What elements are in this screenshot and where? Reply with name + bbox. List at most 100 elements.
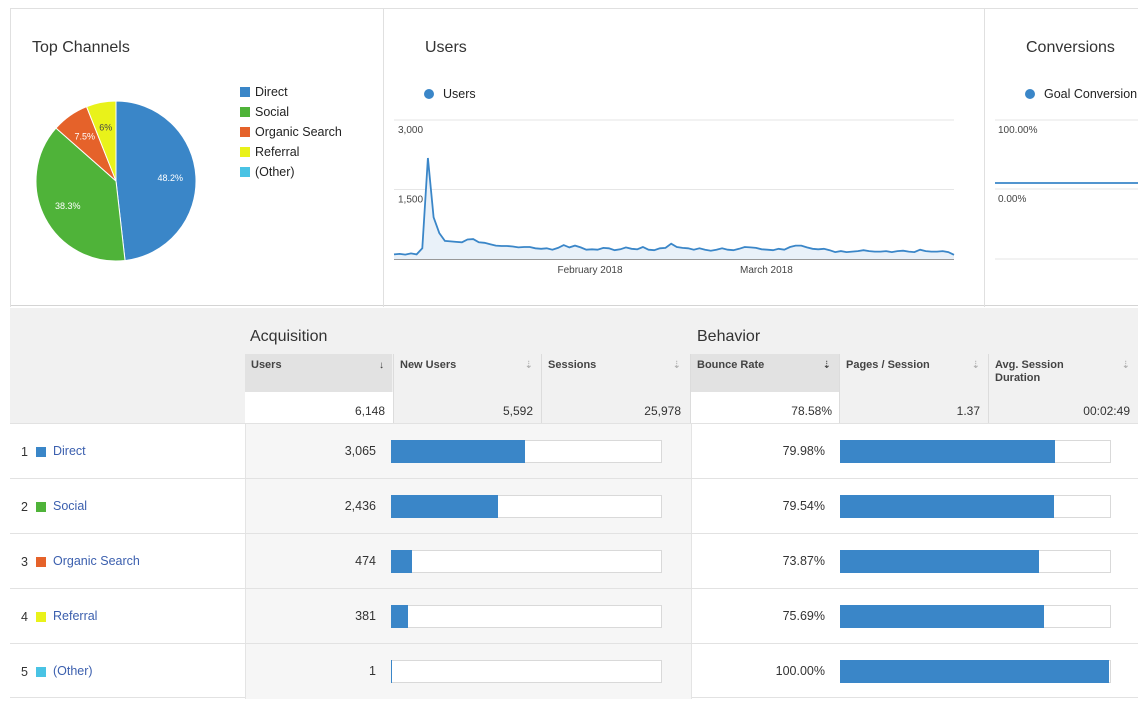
- users-bar: [391, 440, 662, 463]
- sort-icon[interactable]: ⇣: [971, 360, 980, 371]
- users-bar-fill: [391, 605, 408, 628]
- table-row[interactable]: 3 Organic Search 474 73.87%: [10, 533, 1138, 589]
- column-divider: [245, 644, 246, 699]
- bounce-rate-bar-fill: [840, 495, 1054, 518]
- users-value: 3,065: [344, 444, 376, 458]
- channel-link[interactable]: Referral: [53, 609, 98, 623]
- users-bar-fill: [391, 660, 392, 683]
- table-row[interactable]: 5 (Other) 1 100.00%: [10, 643, 1138, 699]
- overview-panels: Top Channels 48.2% 38.3% 7.5% 6% Direct Soci…: [10, 8, 1138, 307]
- bounce-rate-value: 100.00%: [775, 664, 825, 678]
- users-value: 2,436: [344, 499, 376, 513]
- col-header-new-users[interactable]: New Users ⇣: [394, 354, 541, 392]
- pie-slice: [85, 100, 117, 182]
- x-tick-label: February 2018: [557, 265, 622, 276]
- sort-desc-icon[interactable]: ↓: [379, 360, 384, 371]
- col-header-pages-session[interactable]: Pages / Session ⇣: [840, 354, 988, 392]
- bounce-rate-bar-fill: [840, 660, 1109, 683]
- column-divider: [691, 534, 692, 589]
- users-bar: [391, 660, 662, 683]
- top-channels-title: Top Channels: [32, 39, 130, 56]
- users-bar-fill: [391, 440, 525, 463]
- bounce-rate-bar: [840, 440, 1111, 463]
- table-row[interactable]: 4 Referral 381 75.69%: [10, 588, 1138, 644]
- users-series-line: [393, 157, 955, 256]
- col-header-sessions[interactable]: Sessions ⇣: [542, 354, 689, 392]
- total-sessions: 25,978: [644, 404, 681, 418]
- users-series-legend: Users: [424, 87, 476, 101]
- users-bar: [391, 605, 662, 628]
- channels-pie-chart[interactable]: 48.2% 38.3% 7.5% 6%: [31, 96, 201, 266]
- legend-item[interactable]: Referral: [240, 144, 342, 164]
- legend-item[interactable]: Social: [240, 104, 342, 124]
- bounce-rate-value: 75.69%: [782, 609, 825, 623]
- behavior-group-label: Behavior: [697, 328, 761, 345]
- users-line-chart[interactable]: 3,000 1,500 February 2018 March 2018: [384, 104, 984, 284]
- column-divider: [839, 354, 840, 423]
- bounce-rate-bar-fill: [840, 440, 1055, 463]
- bounce-rate-bar: [840, 605, 1111, 628]
- legend-swatch: [240, 147, 250, 157]
- column-divider: [245, 589, 246, 644]
- channel-link[interactable]: Organic Search: [53, 554, 140, 568]
- sort-icon[interactable]: ⇣: [822, 360, 831, 371]
- table-row[interactable]: 2 Social 2,436 79.54%: [10, 478, 1138, 534]
- conversions-line-chart[interactable]: 100.00% 0.00%: [985, 104, 1138, 284]
- y-tick-label: 0.00%: [998, 194, 1026, 205]
- col-header-users[interactable]: Users ↓: [245, 354, 392, 392]
- sort-icon[interactable]: ⇣: [672, 360, 681, 371]
- pie-slice: [115, 100, 197, 262]
- total-users: 6,148: [245, 392, 393, 423]
- column-divider: [691, 479, 692, 534]
- users-value: 1: [369, 664, 376, 678]
- table-row[interactable]: 1 Direct 3,065 79.98%: [10, 423, 1138, 479]
- column-divider: [691, 424, 692, 479]
- col-header-bounce-rate-label: Bounce Rate: [697, 359, 765, 371]
- users-value: 474: [355, 554, 376, 568]
- x-tick-label: March 2018: [740, 265, 793, 276]
- bounce-rate-bar-fill: [840, 605, 1044, 628]
- total-pages-session: 1.37: [956, 404, 980, 418]
- row-index: 5: [21, 665, 28, 679]
- column-divider: [988, 354, 989, 423]
- channel-link[interactable]: Social: [53, 499, 88, 513]
- conversions-title: Conversions: [1026, 39, 1115, 56]
- column-divider: [245, 479, 246, 534]
- channel-link[interactable]: (Other): [53, 664, 93, 678]
- channel-color-swatch: [36, 447, 46, 457]
- legend-label: Organic Search: [255, 125, 342, 139]
- conversions-series-legend: Goal Conversion: [1025, 87, 1137, 101]
- bounce-rate-bar-fill: [840, 550, 1039, 573]
- users-bar-fill: [391, 495, 498, 518]
- row-index: 4: [21, 610, 28, 624]
- legend-item[interactable]: Direct: [240, 84, 342, 104]
- users-bar: [391, 550, 662, 573]
- col-header-avg-duration[interactable]: Avg. Session Duration ⇣: [989, 354, 1138, 392]
- legend-swatch: [240, 127, 250, 137]
- column-divider: [691, 644, 692, 699]
- col-header-bounce-rate[interactable]: Bounce Rate ⇣: [691, 354, 839, 392]
- sort-icon[interactable]: ⇣: [524, 360, 533, 371]
- col-header-users-label: Users: [251, 359, 282, 371]
- conversions-legend-label: Goal Conversion: [1044, 87, 1138, 101]
- legend-label: (Other): [255, 165, 295, 179]
- bounce-rate-value: 79.54%: [782, 499, 825, 513]
- users-bar-fill: [391, 550, 412, 573]
- legend-swatch: [240, 167, 250, 177]
- pie-slice-label: 7.5%: [74, 132, 95, 142]
- row-index: 3: [21, 555, 28, 569]
- legend-item[interactable]: (Other): [240, 164, 342, 184]
- users-value: 381: [355, 609, 376, 623]
- channel-link[interactable]: Direct: [53, 444, 86, 458]
- conversions-panel: Conversions Goal Conversion 100.00% 0.00%: [984, 9, 1138, 307]
- users-panel: Users Users 3,000 1,500 February 2018 March…: [383, 9, 984, 307]
- column-divider: [690, 354, 691, 423]
- y-tick-label: 100.00%: [998, 125, 1038, 136]
- row-index: 1: [21, 445, 28, 459]
- pie-slice-label: 48.2%: [158, 173, 184, 183]
- sort-icon[interactable]: ⇣: [1121, 360, 1130, 371]
- conversions-series-dot: [1025, 89, 1035, 99]
- pie-slice-label: 6%: [99, 123, 112, 133]
- table-header: Acquisition Behavior Users ↓ New Users ⇣ S…: [10, 308, 1138, 423]
- legend-item[interactable]: Organic Search: [240, 124, 342, 144]
